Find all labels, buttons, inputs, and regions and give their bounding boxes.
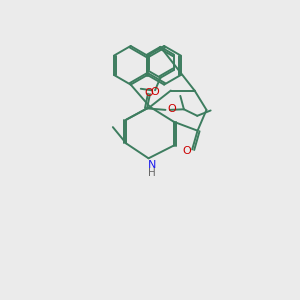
Text: H: H [148, 168, 156, 178]
Text: O: O [168, 104, 176, 114]
Text: O: O [182, 146, 191, 157]
Text: O: O [150, 87, 159, 97]
Text: O: O [144, 88, 153, 98]
Text: N: N [148, 160, 156, 170]
